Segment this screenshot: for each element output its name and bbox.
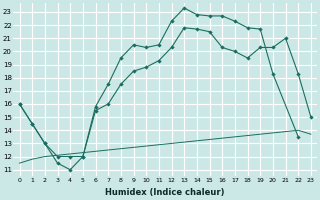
- X-axis label: Humidex (Indice chaleur): Humidex (Indice chaleur): [106, 188, 225, 197]
